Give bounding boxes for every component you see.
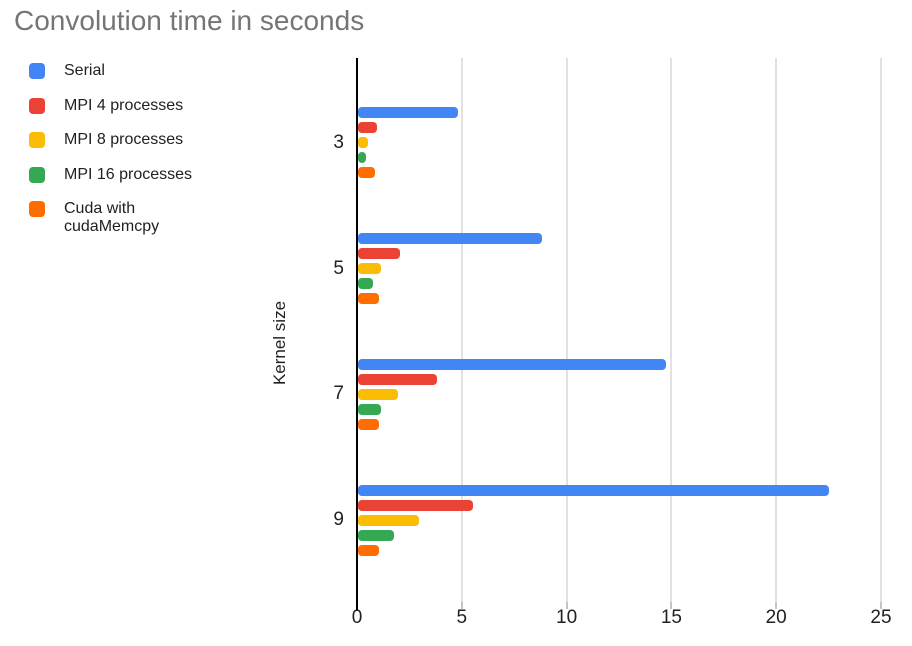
plot-area: 3 5 7 9 0 5 10 15 20 25 <box>333 58 892 628</box>
x-axis-tick-label-25: 25 <box>870 607 892 628</box>
x-axis-tick-25 <box>880 602 882 609</box>
legend-swatch-icon <box>29 132 45 148</box>
legend-item: MPI 4 processes <box>29 97 196 115</box>
gridline-20 <box>775 58 778 602</box>
bar-cuda-with-cudamemcpy-kernel-3 <box>358 167 375 179</box>
bar-serial-kernel-3 <box>358 107 459 119</box>
legend-item: Serial <box>29 62 196 80</box>
bar-mpi-4-processes-kernel-9 <box>358 499 474 511</box>
bar-cuda-with-cudamemcpy-kernel-9 <box>358 544 379 556</box>
bar-mpi-4-processes-kernel-5 <box>358 248 400 260</box>
bar-serial-kernel-5 <box>358 233 543 245</box>
x-axis-tick-label-20: 20 <box>765 607 787 628</box>
x-axis-tick-10 <box>565 602 568 609</box>
legend-label: MPI 4 processes <box>64 96 184 114</box>
bar-group-kernel-5: 5 <box>333 206 881 332</box>
legend-label: MPI 8 processes <box>64 131 184 148</box>
x-axis-tick-15 <box>670 602 673 609</box>
bar-cuda-with-cudamemcpy-kernel-5 <box>358 293 379 305</box>
legend-swatch-icon <box>29 97 45 114</box>
bar-mpi-4-processes-kernel-3 <box>358 122 377 134</box>
category-label-3: 3 <box>333 131 344 153</box>
category-label-7: 7 <box>333 383 344 405</box>
legend-label: Cuda with cudaMemcpy <box>64 200 160 235</box>
bar-mpi-8-processes-kernel-7 <box>358 388 398 400</box>
x-axis-tick-label-10: 10 <box>556 607 578 628</box>
gridline-5 <box>460 58 463 602</box>
category-label-9: 9 <box>333 509 344 531</box>
legend-item: Cuda with cudaMemcpy <box>29 200 196 235</box>
legend-label: MPI 16 processes <box>64 165 193 183</box>
bar-mpi-16-processes-kernel-9 <box>358 529 394 541</box>
x-axis-tick-label-5: 5 <box>456 607 468 628</box>
bar-groups: 3 5 7 9 <box>333 80 881 583</box>
bar-mpi-4-processes-kernel-7 <box>358 373 438 385</box>
gridline-25 <box>880 58 882 602</box>
bar-serial-kernel-7 <box>358 358 666 370</box>
legend-item: MPI 8 processes <box>29 131 196 149</box>
bar-group-kernel-9: 9 <box>333 457 881 583</box>
legend-swatch-icon <box>29 166 45 183</box>
bar-mpi-16-processes-kernel-7 <box>358 403 381 415</box>
x-axis-tick-5 <box>460 602 463 609</box>
bar-cuda-with-cudamemcpy-kernel-7 <box>358 418 379 430</box>
bar-mpi-8-processes-kernel-3 <box>358 137 369 149</box>
bar-mpi-16-processes-kernel-5 <box>358 278 373 290</box>
category-label-5: 5 <box>333 257 344 279</box>
gridline-15 <box>670 58 673 602</box>
chart-legend: Serial MPI 4 processes MPI 8 processes MPI … <box>29 62 196 252</box>
bar-mpi-16-processes-kernel-3 <box>358 152 367 164</box>
legend-label: Serial <box>64 62 105 79</box>
x-axis-tick-20 <box>775 602 778 609</box>
bar-mpi-8-processes-kernel-5 <box>358 263 381 275</box>
y-axis-line <box>356 58 358 610</box>
gridline-10 <box>565 58 568 602</box>
y-axis-title: Kernel size <box>270 300 289 386</box>
legend-swatch-icon <box>29 63 45 79</box>
x-axis-tick-label-15: 15 <box>660 607 682 628</box>
chart-title: Convolution time in seconds <box>14 5 365 36</box>
bar-serial-kernel-9 <box>358 484 829 496</box>
x-axis-tick-label-0: 0 <box>351 607 363 628</box>
bar-group-kernel-7: 7 <box>333 332 881 458</box>
bar-group-kernel-3: 3 <box>333 80 881 206</box>
legend-item: MPI 16 processes <box>29 166 196 184</box>
legend-swatch-icon <box>29 201 45 217</box>
bar-mpi-8-processes-kernel-9 <box>358 514 419 526</box>
